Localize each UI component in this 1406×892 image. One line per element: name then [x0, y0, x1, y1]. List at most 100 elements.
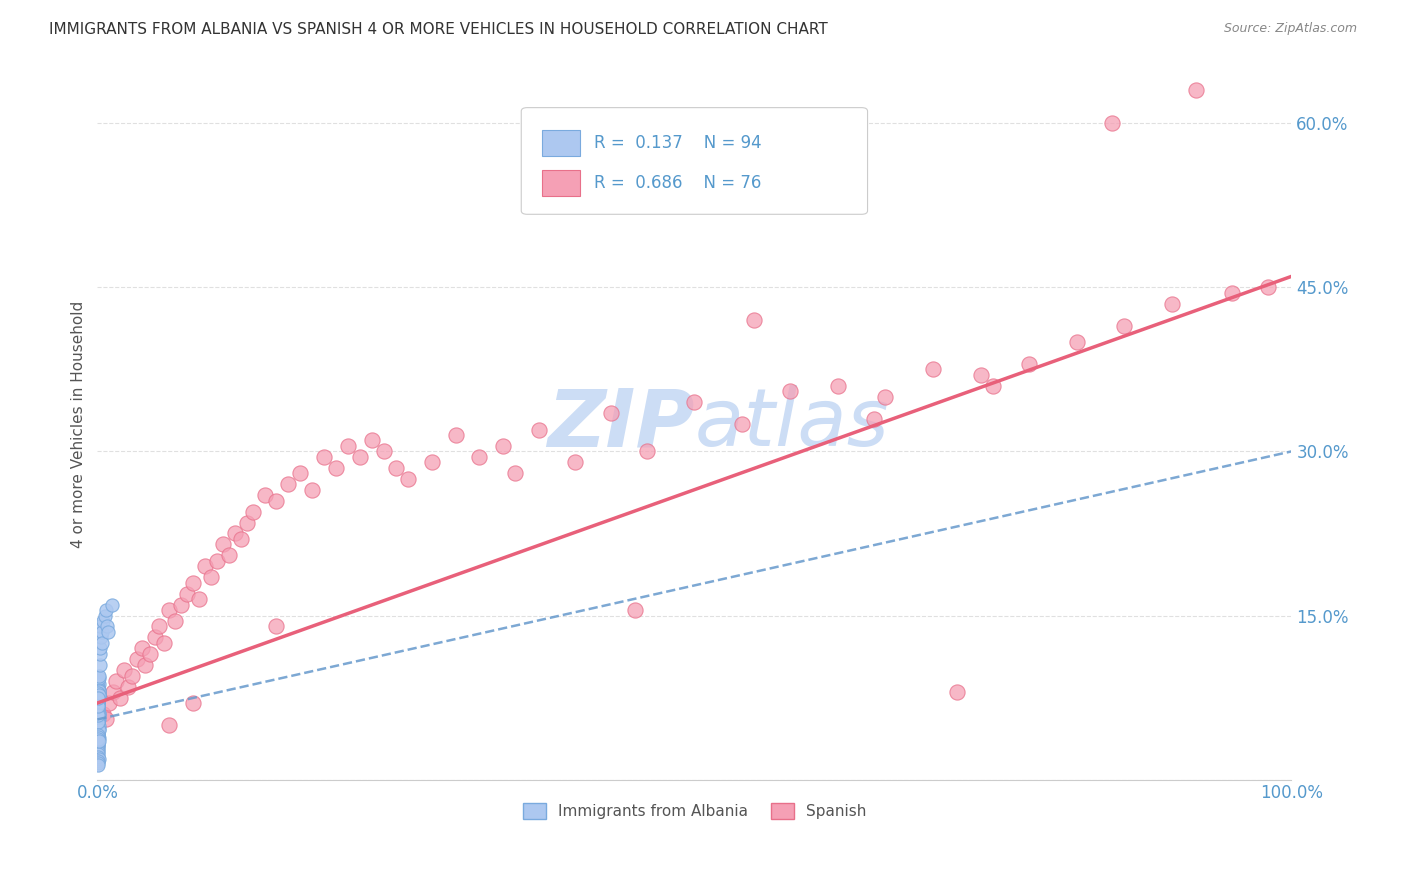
Point	[87, 734, 110, 748]
Point	[87, 740, 110, 755]
Point	[87, 721, 110, 735]
Point	[87, 695, 110, 709]
Point	[87, 728, 110, 742]
Point	[87, 706, 110, 721]
Point	[492, 439, 515, 453]
Y-axis label: 4 or more Vehicles in Household: 4 or more Vehicles in Household	[72, 301, 86, 548]
Point	[87, 686, 110, 700]
Point	[87, 708, 110, 723]
Point	[187, 592, 209, 607]
Point	[1101, 116, 1123, 130]
Point	[1161, 296, 1184, 310]
Point	[87, 686, 110, 700]
Point	[87, 718, 110, 732]
Point	[1066, 334, 1088, 349]
Point	[97, 624, 120, 639]
Point	[105, 674, 128, 689]
Point	[623, 603, 645, 617]
FancyBboxPatch shape	[522, 108, 868, 214]
Point	[148, 619, 170, 633]
Point	[112, 663, 135, 677]
Point	[349, 450, 371, 464]
Point	[100, 598, 122, 612]
Point	[87, 677, 110, 691]
Point	[121, 668, 143, 682]
Point	[1185, 83, 1208, 97]
Point	[87, 758, 110, 772]
Point	[90, 636, 112, 650]
Point	[87, 706, 110, 720]
Point	[385, 460, 408, 475]
Point	[87, 690, 110, 705]
Point	[87, 696, 110, 710]
Point	[157, 718, 180, 732]
Text: IMMIGRANTS FROM ALBANIA VS SPANISH 4 OR MORE VEHICLES IN HOUSEHOLD CORRELATION C: IMMIGRANTS FROM ALBANIA VS SPANISH 4 OR …	[49, 22, 828, 37]
Point	[181, 575, 204, 590]
Point	[89, 657, 111, 672]
Point	[218, 549, 240, 563]
Point	[89, 641, 111, 656]
Text: atlas: atlas	[695, 385, 889, 463]
Point	[266, 619, 288, 633]
Point	[134, 657, 156, 672]
Point	[87, 749, 110, 764]
Point	[87, 730, 110, 744]
Point	[87, 687, 110, 701]
Point	[87, 709, 110, 723]
Point	[87, 710, 110, 724]
Point	[87, 692, 110, 706]
Point	[337, 439, 360, 453]
Point	[946, 685, 969, 699]
Point	[87, 711, 110, 725]
Point	[87, 734, 110, 748]
Point	[420, 455, 443, 469]
Point	[87, 689, 110, 703]
Point	[89, 647, 111, 661]
Point	[170, 598, 193, 612]
Point	[373, 444, 395, 458]
Point	[87, 724, 110, 739]
Point	[139, 647, 162, 661]
Point	[325, 460, 347, 475]
Point	[1220, 285, 1243, 300]
Point	[314, 450, 336, 464]
Point	[87, 739, 110, 753]
Bar	[541, 170, 579, 195]
Point	[266, 493, 288, 508]
Point	[875, 390, 897, 404]
Point	[742, 313, 765, 327]
Point	[153, 636, 176, 650]
Point	[444, 428, 467, 442]
Point	[163, 614, 186, 628]
Point	[87, 714, 110, 728]
Point	[862, 411, 884, 425]
Point	[87, 673, 110, 687]
Point	[101, 685, 124, 699]
Point	[96, 619, 118, 633]
Point	[91, 624, 114, 639]
Point	[235, 516, 257, 530]
Point	[90, 631, 112, 645]
Point	[87, 689, 110, 703]
Point	[181, 696, 204, 710]
Point	[87, 706, 110, 720]
Legend: Immigrants from Albania, Spanish: Immigrants from Albania, Spanish	[516, 797, 872, 825]
Point	[290, 467, 312, 481]
Point	[87, 700, 110, 714]
Point	[87, 682, 110, 697]
Point	[87, 737, 110, 751]
Point	[396, 472, 419, 486]
Point	[229, 532, 252, 546]
Point	[87, 680, 110, 694]
Point	[87, 719, 110, 733]
Point	[970, 368, 993, 382]
Point	[599, 406, 621, 420]
Text: ZIP: ZIP	[547, 385, 695, 463]
Point	[779, 384, 801, 399]
Point	[108, 690, 131, 705]
Point	[87, 704, 110, 718]
Point	[125, 652, 148, 666]
Point	[87, 745, 110, 759]
Point	[98, 696, 121, 710]
Point	[176, 587, 198, 601]
